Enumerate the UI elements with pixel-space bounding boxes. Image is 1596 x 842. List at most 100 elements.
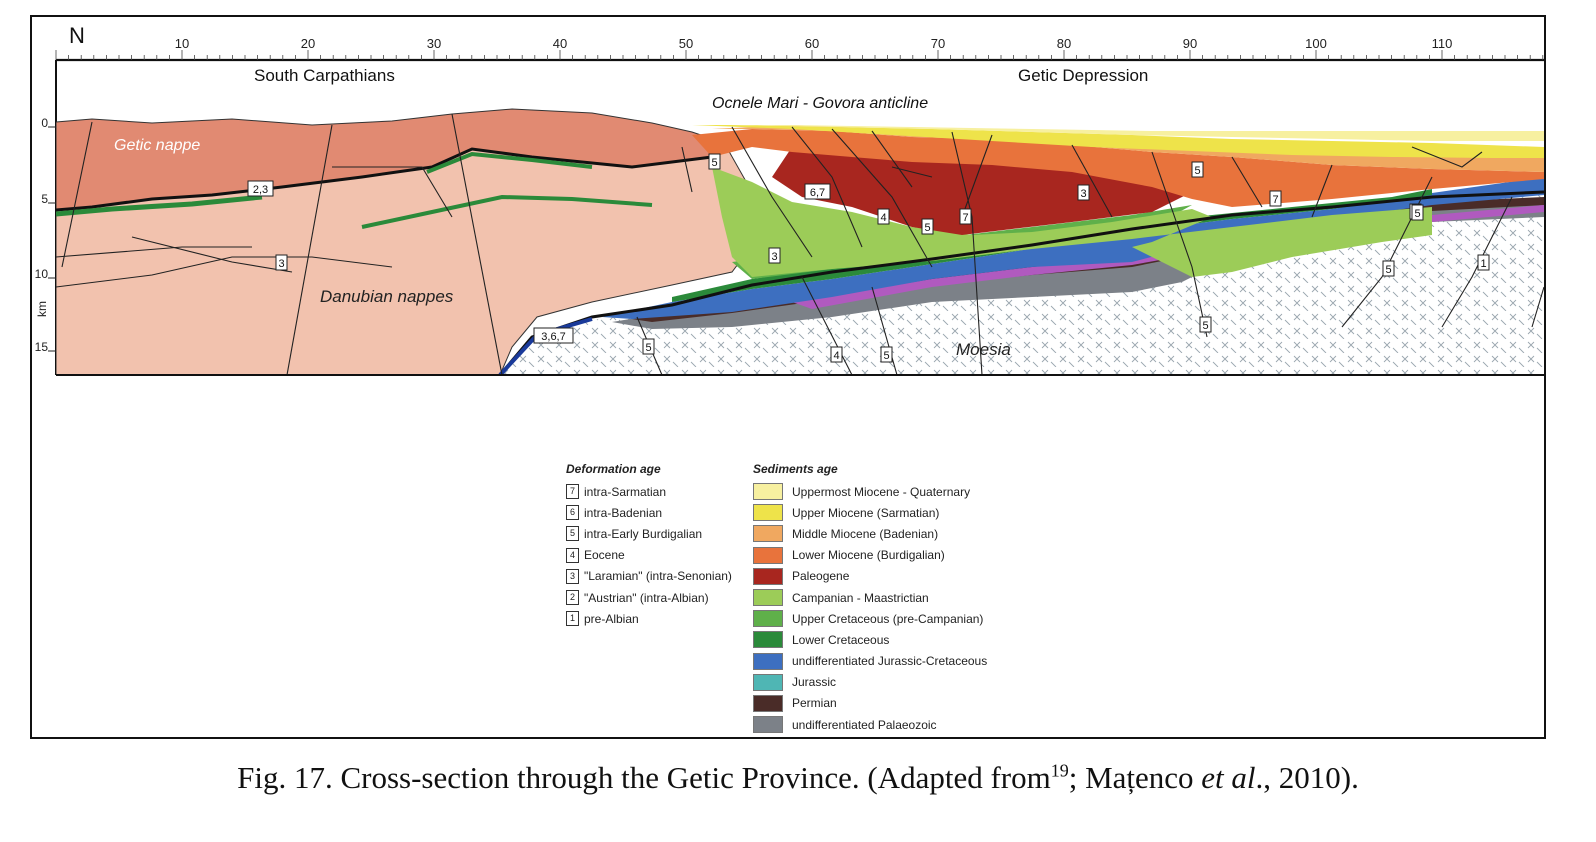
sediment-label: Lower Cretaceous — [792, 632, 890, 647]
fault-marker-label: 5 — [645, 342, 651, 354]
fault-marker-label: 3 — [278, 258, 284, 270]
fault-marker-box — [880, 346, 893, 363]
north-label: N — [69, 23, 85, 48]
fault-marker-box — [768, 247, 781, 264]
deformation-number-box: 2 — [566, 590, 579, 606]
fault-marker-label: 6,7 — [810, 187, 825, 199]
fault-marker-box — [1077, 184, 1090, 201]
fault-marker-box — [708, 153, 721, 170]
sediment-legend-item: Campanian - Maastrictian — [753, 587, 1013, 608]
deformation-number-box: 5 — [566, 526, 579, 542]
caption-suffix: ., 2010). — [1255, 760, 1359, 795]
deformation-label: pre-Albian — [584, 611, 639, 626]
sediment-label: undifferentiated Palaeozoic — [792, 717, 937, 732]
sediment-color-swatch — [753, 546, 783, 564]
depth-tick-label: 10 — [35, 267, 49, 281]
sediment-color-swatch — [753, 504, 783, 522]
lower-cretaceous-layer — [672, 189, 1432, 302]
sediment-label: Campanian - Maastrictian — [792, 590, 929, 605]
getic-depression-label: Getic Depression — [1018, 66, 1148, 85]
deformation-label: intra-Sarmatian — [584, 484, 667, 499]
distance-tick-label: 30 — [427, 36, 441, 51]
jurassic-cretaceous-layer — [602, 177, 1544, 319]
sediment-legend-item: Middle Miocene (Badenian) — [753, 523, 1013, 544]
fault-marker-label: 5 — [1194, 165, 1200, 177]
anticline-label: Ocnele Mari - Govora anticline — [712, 95, 928, 112]
depth-tick-label: 0 — [41, 116, 48, 130]
sediment-color-swatch — [753, 716, 783, 734]
sediment-legend-item: Upper Miocene (Sarmatian) — [753, 502, 1013, 523]
fault-marker-label: 5 — [1385, 264, 1391, 276]
fault-marker-label: 3 — [771, 251, 777, 263]
sediment-label: Middle Miocene (Badenian) — [792, 526, 939, 541]
distance-tick-label: 100 — [1305, 36, 1327, 51]
fault-marker-box — [533, 327, 574, 344]
sediment-label: Jurassic — [792, 675, 837, 690]
distance-tick-label: 90 — [1183, 36, 1197, 51]
sediment-color-swatch — [753, 610, 783, 628]
sediment-label: undifferentiated Jurassic-Cretaceous — [792, 654, 988, 669]
deformation-number-box: 4 — [566, 547, 579, 563]
campanian-layer — [712, 167, 1432, 277]
uppermost-miocene-layer — [672, 125, 1544, 141]
sediment-label: Lower Miocene (Burdigalian) — [792, 548, 945, 563]
sediment-legend-item: Upper Cretaceous (pre-Campanian) — [753, 608, 1013, 629]
deformation-legend-item: 1 pre-Albian — [566, 608, 766, 629]
distance-tick-label: 20 — [301, 36, 315, 51]
caption-ref: 19 — [1050, 760, 1069, 781]
fault-marker-label: 1 — [1480, 258, 1486, 270]
deformation-number-box: 1 — [566, 611, 579, 627]
south-carpathians-label: South Carpathians — [254, 66, 395, 85]
deformation-legend-title: Deformation age — [566, 462, 661, 476]
sediment-legend-item: Uppermost Miocene - Quaternary — [753, 481, 1013, 502]
fault-marker-box — [247, 180, 274, 197]
fault-marker-label: 5 — [1202, 320, 1208, 332]
fault-marker-label: 7 — [962, 212, 968, 224]
fault-marker-box — [1199, 316, 1212, 333]
fault-marker-label: 5 — [924, 222, 930, 234]
deformation-legend-item: 5 intra-Early Burdigalian — [566, 523, 766, 544]
fault-marker-label: 5 — [1414, 208, 1420, 220]
fault-marker-box — [921, 218, 934, 235]
sediment-label: Uppermost Miocene - Quaternary — [792, 484, 971, 499]
fault-marker-box — [1382, 260, 1395, 277]
distance-tick-label: 70 — [931, 36, 945, 51]
fault-marker-box — [1191, 161, 1204, 178]
sediment-label: Upper Cretaceous (pre-Campanian) — [792, 611, 984, 626]
sediment-color-swatch — [753, 567, 783, 585]
sediment-legend-item: Jurassic — [753, 672, 1013, 693]
sediment-legend-item: Lower Cretaceous — [753, 629, 1013, 650]
middle-miocene-layer — [712, 125, 1544, 172]
fault-marker-label: 7 — [1272, 194, 1278, 206]
depth-unit-label: km — [35, 301, 49, 317]
sediment-label: Upper Miocene (Sarmatian) — [792, 505, 940, 520]
distance-tick-label: 50 — [679, 36, 693, 51]
sediment-color-swatch — [753, 631, 783, 649]
sediment-legend-item: Permian — [753, 693, 1013, 714]
sediments-age-legend: Sediments age Uppermost Miocene - Quater… — [753, 462, 1013, 735]
fault-marker-label: 5 — [711, 157, 717, 169]
distance-tick-label: 80 — [1057, 36, 1071, 51]
depth-tick-label: 5 — [41, 192, 48, 206]
fault-marker-box — [830, 346, 843, 363]
getic-nappe-label: Getic nappe — [114, 137, 200, 154]
caption-text: Fig. 17. Cross-section through the Getic… — [237, 760, 1051, 795]
deformation-label: Eocene — [584, 548, 625, 563]
caption-etal: et al — [1201, 760, 1256, 795]
sediment-label: Permian — [792, 696, 837, 711]
fault-marker-box — [877, 208, 890, 225]
fault-marker-label: 4 — [880, 212, 886, 224]
deformation-legend-item: 6 intra-Badenian — [566, 502, 766, 523]
sediment-color-swatch — [753, 694, 783, 712]
distance-scale: 10 20 30 40 50 60 70 80 90 100 110 N — [55, 23, 1544, 62]
deformation-label: intra-Early Burdigalian — [584, 526, 703, 541]
sediment-legend-item: undifferentiated Jurassic-Cretaceous — [753, 651, 1013, 672]
fault-marker-box — [1269, 190, 1282, 207]
distance-tick-label: 40 — [553, 36, 567, 51]
sediment-color-swatch — [753, 652, 783, 670]
distance-tick-label: 60 — [805, 36, 819, 51]
deformation-legend-item: 4 Eocene — [566, 545, 766, 566]
lower-miocene-layer — [692, 129, 1544, 207]
